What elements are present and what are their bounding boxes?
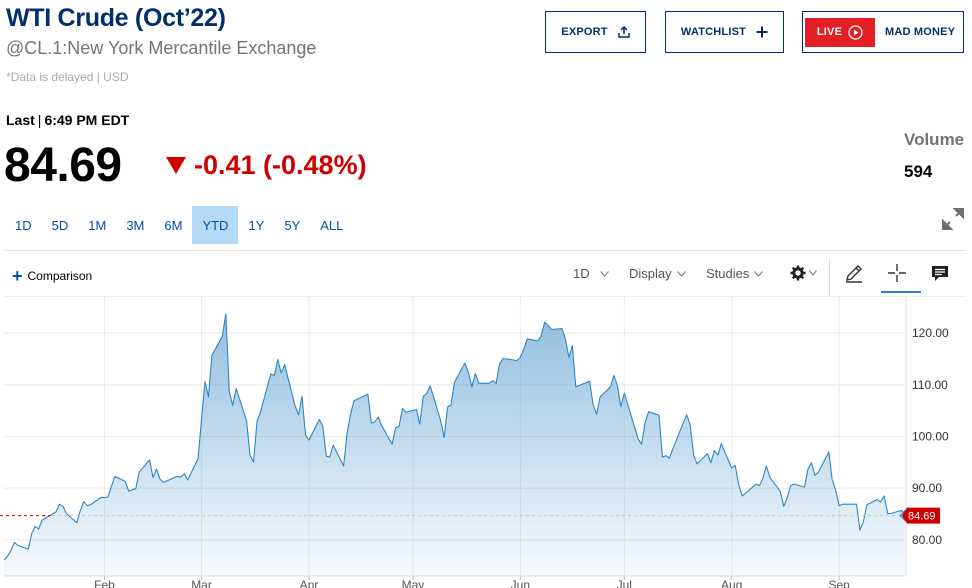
expand-icon[interactable] — [940, 206, 966, 232]
upload-icon — [617, 26, 630, 38]
comment-icon[interactable] — [929, 262, 951, 284]
range-1m[interactable]: 1M — [88, 217, 107, 233]
y-tick-label: 80.00 — [912, 533, 942, 547]
range-1y[interactable]: 1Y — [248, 217, 265, 233]
x-tick-label: May — [402, 578, 425, 588]
studies-dropdown[interactable]: Studies — [706, 266, 764, 281]
last-price-tag — [902, 507, 940, 524]
page-title: WTI Crude (Oct’22) — [6, 4, 226, 32]
comparison-label: Comparison — [27, 269, 93, 283]
range-ytd[interactable]: YTD — [192, 206, 239, 244]
price-chart[interactable]: 80.00 90.00 100.00 110.00 120.00 Feb Mar Apr May… — [0, 297, 972, 588]
range-3m[interactable]: 3M — [126, 217, 145, 233]
live-badge: LIVE — [805, 17, 875, 47]
price-line — [3, 313, 906, 561]
export-button-label: EXPORT — [561, 26, 608, 38]
y-tick-label: 90.00 — [912, 481, 942, 495]
crosshair-icon[interactable] — [886, 262, 908, 284]
toolbar-separator — [829, 258, 830, 296]
x-tick-label: Aug — [721, 578, 742, 588]
range-5d[interactable]: 5D — [51, 217, 69, 233]
range-all[interactable]: ALL — [320, 217, 344, 233]
price-change: -0.41 (-0.48%) — [166, 150, 367, 181]
last-trade-label: Last | 6:49 PM EDT — [6, 112, 129, 128]
y-tick-label: 110.00 — [912, 378, 948, 392]
x-tick-label: Apr — [300, 578, 319, 588]
interval-dropdown[interactable]: 1D — [573, 266, 609, 281]
play-circle-icon — [848, 24, 863, 40]
gear-icon — [790, 265, 806, 281]
y-tick-label: 120.00 — [912, 326, 949, 340]
x-tick-label: Sep — [828, 578, 850, 588]
volume-value: 594 — [904, 162, 933, 181]
chart-top-border — [4, 296, 966, 297]
display-label: Display — [629, 266, 672, 281]
chevron-down-icon — [676, 270, 686, 277]
last-price-tag-label: 84.69 — [908, 511, 936, 523]
range-1d[interactable]: 1D — [15, 217, 32, 233]
last-label: Last — [6, 112, 35, 128]
down-triangle-icon — [166, 157, 186, 174]
pencil-icon[interactable] — [843, 262, 865, 284]
price-area — [4, 314, 905, 576]
exchange-subtitle: @CL.1:New York Mercantile Exchange — [6, 38, 317, 58]
x-tick-label: Feb — [94, 578, 115, 588]
mad-money-label: MAD MONEY — [885, 26, 956, 38]
interval-label: 1D — [573, 266, 590, 281]
range-6m[interactable]: 6M — [164, 217, 183, 233]
crosshair-active-indicator — [881, 291, 921, 293]
x-tick-label: Mar — [191, 578, 212, 588]
watchlist-button[interactable]: WATCHLIST — [665, 11, 784, 53]
plus-icon — [756, 26, 768, 38]
last-price: 84.69 — [4, 139, 122, 192]
header-divider — [4, 250, 966, 251]
x-tick-label: Jun — [511, 578, 530, 588]
price-change-value: -0.41 (-0.48%) — [194, 150, 367, 180]
last-separator: | — [37, 112, 42, 128]
volume-label: Volume — [904, 130, 965, 149]
comparison-plus-icon: + — [12, 266, 23, 286]
settings-dropdown[interactable] — [787, 262, 819, 284]
last-time: 6:49 PM EDT — [44, 112, 130, 128]
chevron-down-icon — [754, 270, 764, 277]
x-tick-label: Jul — [617, 578, 632, 588]
chevron-down-icon — [599, 270, 609, 277]
live-mad-money-button[interactable]: LIVE MAD MONEY — [802, 11, 964, 53]
studies-label: Studies — [706, 266, 750, 281]
time-range-selector: 1D 5D 1M 3M 6M YTD 1Y 5Y ALL — [5, 206, 353, 244]
export-button[interactable]: EXPORT — [545, 11, 646, 53]
live-label: LIVE — [816, 26, 843, 38]
range-5y[interactable]: 5Y — [284, 217, 301, 233]
display-dropdown[interactable]: Display — [629, 266, 686, 281]
chevron-down-icon — [808, 270, 817, 276]
y-tick-label: 100.00 — [912, 430, 949, 444]
comparison-button[interactable]: + Comparison — [12, 266, 93, 286]
watchlist-button-label: WATCHLIST — [680, 26, 747, 38]
delayed-data-note: *Data is delayed | USD — [6, 70, 129, 84]
